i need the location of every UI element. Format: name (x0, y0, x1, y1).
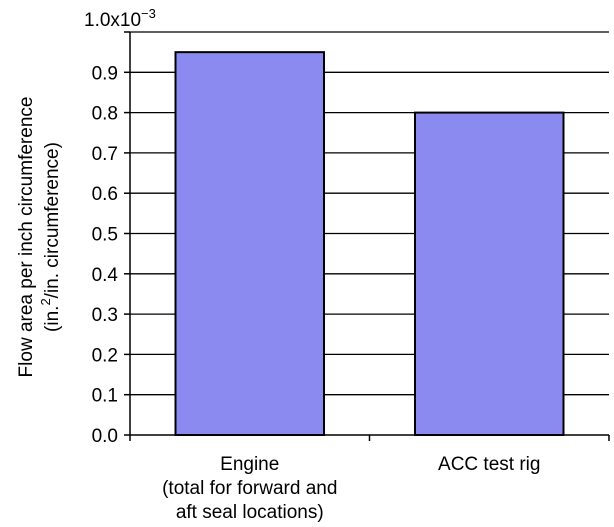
y-tick-label: 0.3 (92, 305, 118, 326)
y-tick-label: 0.0 (92, 426, 118, 447)
y-axis-title-line2: (in.2/in. circumference) (38, 142, 63, 332)
bar-0 (174, 51, 325, 437)
scale-multiplier: 1.0x10−3 (84, 6, 156, 31)
y-tick-label: 0.4 (92, 265, 119, 286)
bars (174, 51, 565, 437)
y-axis-title-line1: Flow area per inch circumference (16, 97, 37, 378)
x-category-labels: Engine (total for forward and aft seal loc… (162, 454, 540, 523)
y-tick-label: 0.7 (92, 144, 118, 165)
bar-1 (414, 111, 565, 436)
y-tick-label: 0.8 (92, 104, 118, 125)
y-tick-label: 0.1 (92, 386, 118, 407)
y-tick-label: 0.6 (92, 184, 118, 205)
y-tick-labels: 0.0 0.1 0.2 0.3 0.4 0.5 0.6 0.7 0.8 0.9 (92, 63, 119, 447)
category-label: aft seal locations) (176, 502, 324, 523)
category-label: (total for forward and (162, 478, 337, 499)
axes (124, 31, 610, 441)
category-label: ACC test rig (438, 454, 540, 475)
y-tick-label: 0.9 (92, 63, 118, 84)
category-label: Engine (220, 454, 279, 475)
y-tick-label: 0.2 (92, 345, 118, 366)
y-tick-label: 0.5 (92, 225, 118, 246)
